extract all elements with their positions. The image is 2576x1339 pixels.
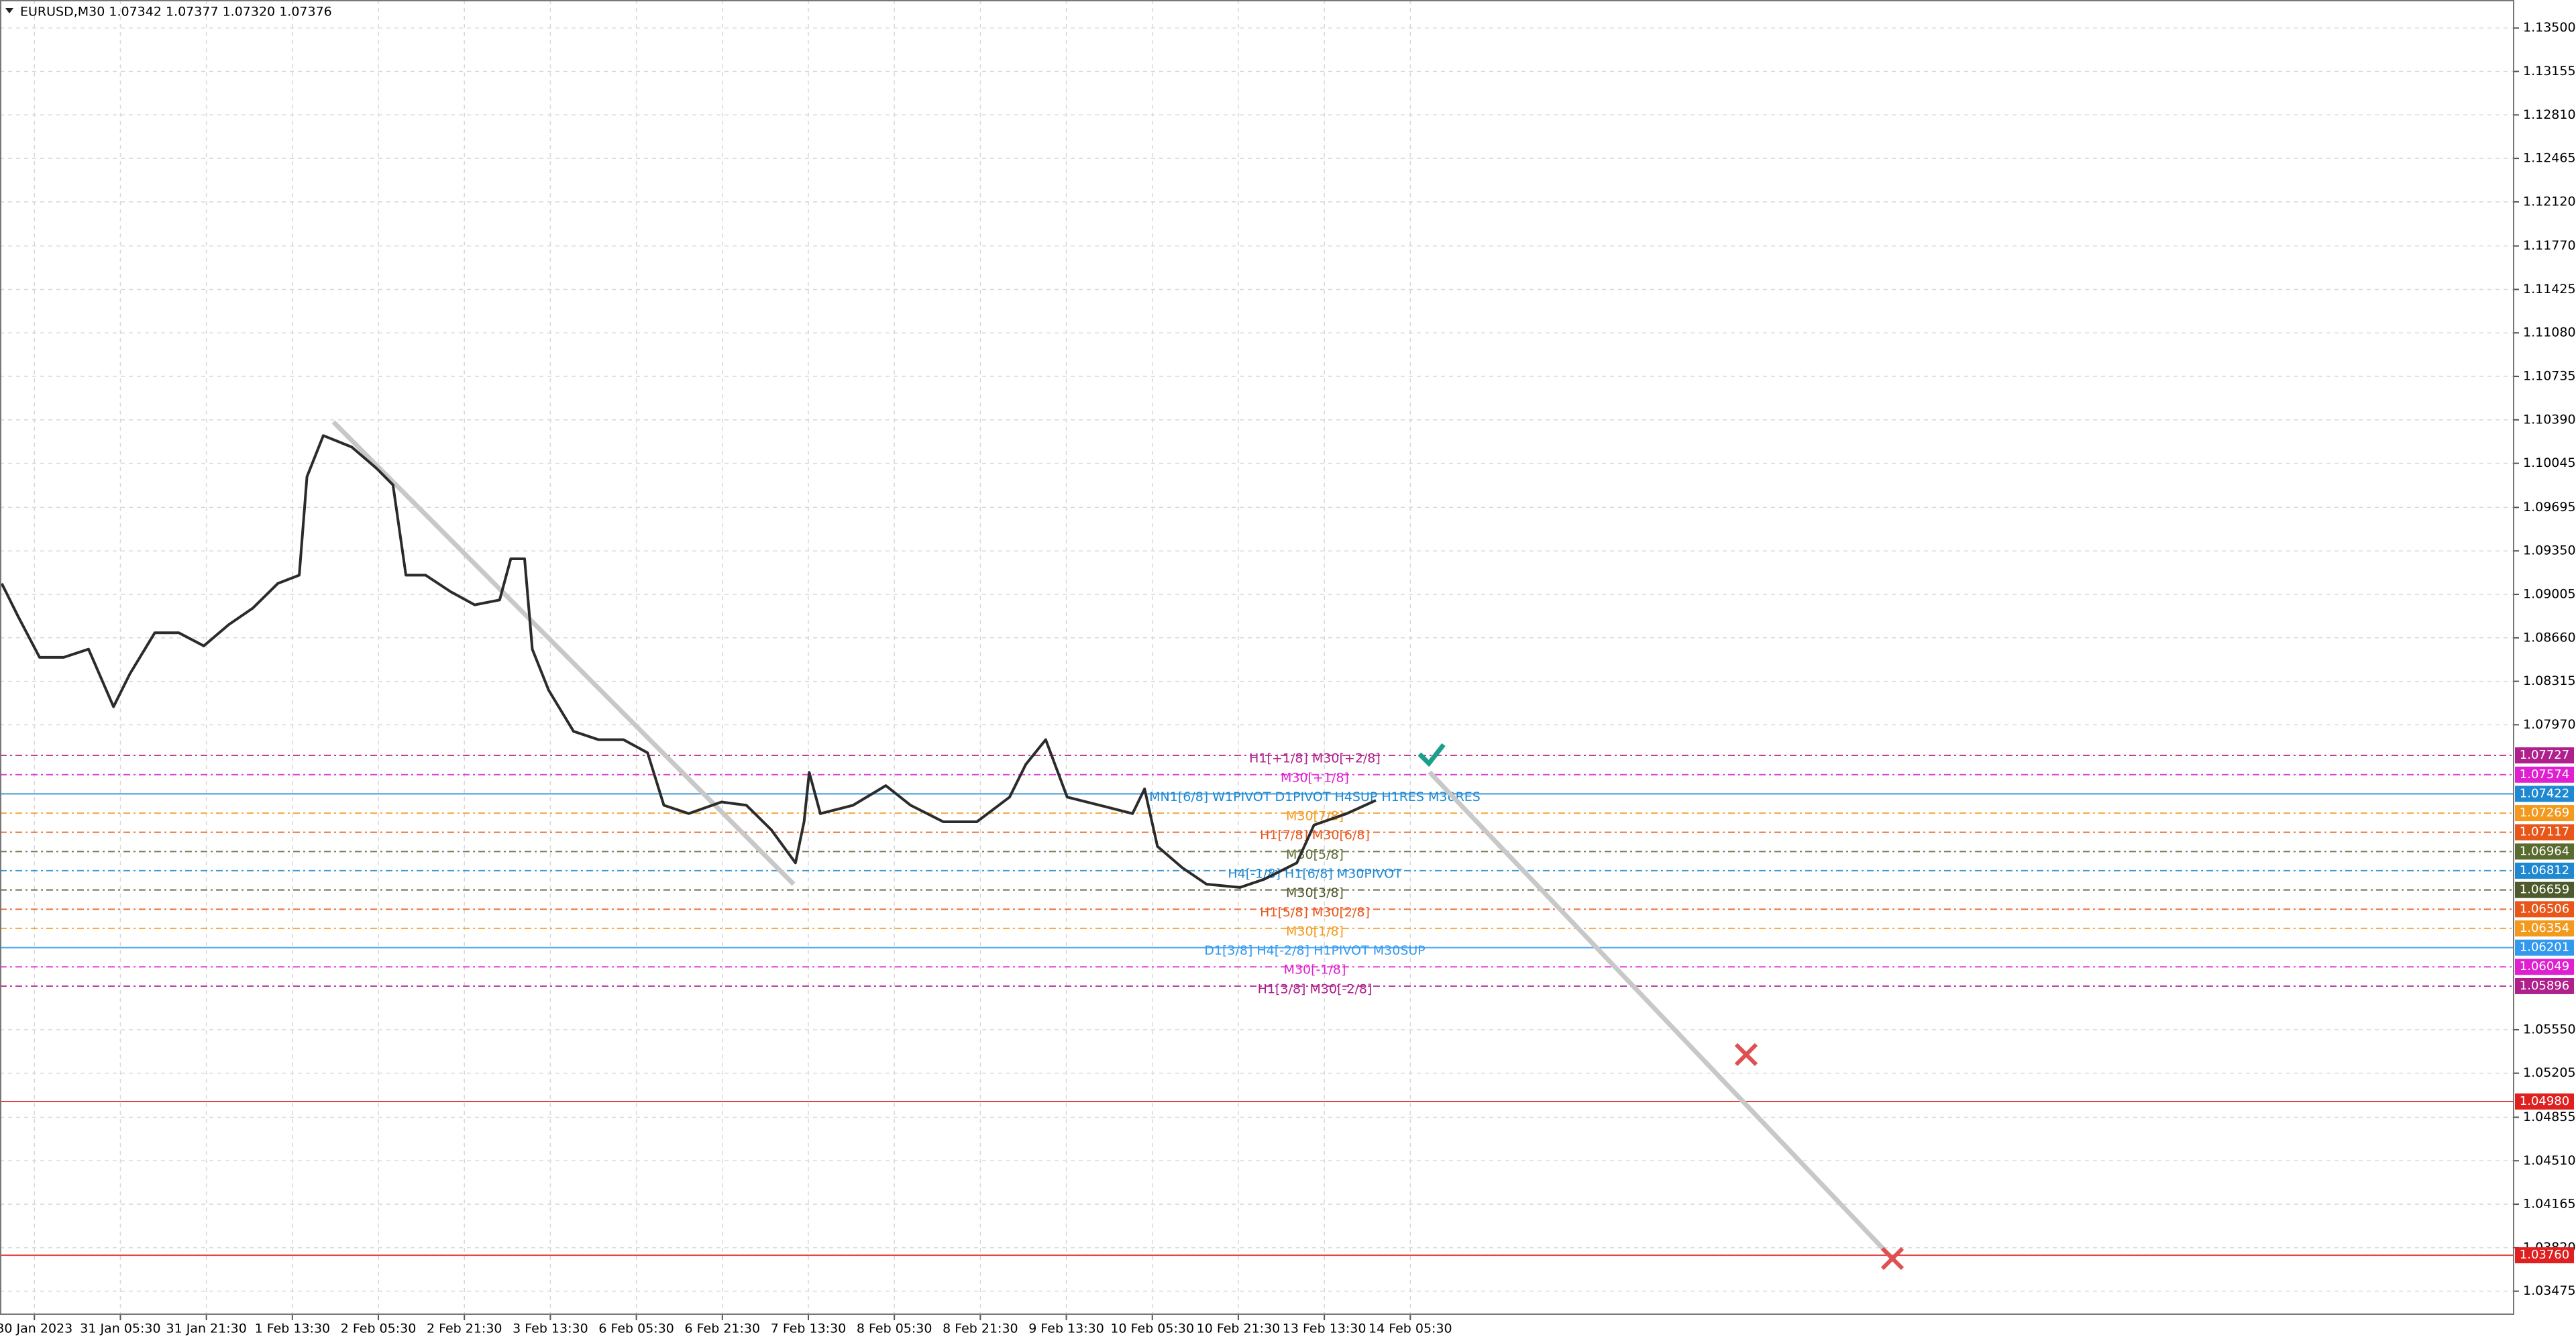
- chart-title: EURUSD,M30 1.07342 1.07377 1.07320 1.073…: [20, 5, 332, 19]
- price-tag: [2515, 824, 2574, 841]
- price-tag-label: 1.05896: [2520, 979, 2569, 993]
- price-tag: [2515, 805, 2574, 822]
- y-tick-label: 1.04165: [2523, 1197, 2576, 1212]
- y-tick-label: 1.09695: [2523, 500, 2576, 515]
- y-tick-label: 1.04855: [2523, 1110, 2576, 1124]
- x-tick-label: 3 Feb 13:30: [513, 1322, 588, 1336]
- price-tag: [2515, 747, 2574, 764]
- price-tag-label: 1.07574: [2520, 767, 2569, 782]
- y-tick-label: 1.10390: [2523, 412, 2576, 427]
- x-tick-label: 31 Jan 05:30: [80, 1322, 160, 1336]
- plot: [0, 434, 1377, 889]
- y-tick-label: 1.12465: [2523, 151, 2576, 166]
- x-tick-label: 1 Feb 13:30: [255, 1322, 331, 1336]
- price-tag: [2515, 939, 2574, 956]
- y-tick-label: 1.12120: [2523, 194, 2576, 209]
- x-tick-label: 2 Feb 21:30: [427, 1322, 502, 1336]
- y-tick-label: 1.13155: [2523, 64, 2576, 78]
- y-tick-label: 1.12810: [2523, 107, 2576, 122]
- x-tick-label: 9 Feb 13:30: [1028, 1322, 1104, 1336]
- y-tick-label: 1.05205: [2523, 1065, 2576, 1080]
- target-mark: [1734, 1042, 1758, 1067]
- x-tick-label: 6 Feb 05:30: [598, 1322, 674, 1336]
- price-tag-label: 1.06659: [2520, 883, 2569, 897]
- y-tick-label: 1.04510: [2523, 1153, 2576, 1168]
- levels: H1[+1/8] M30[+2/8] M30[+1/8] MN1[6/8] W1PI…: [0, 751, 2514, 1256]
- x-tick-label: 8 Feb 05:30: [857, 1322, 932, 1336]
- price-tag-label: 1.07727: [2520, 748, 2569, 762]
- x-tick-label: 6 Feb 21:30: [685, 1322, 761, 1336]
- x-tick-label: 8 Feb 21:30: [943, 1322, 1018, 1336]
- price-tag: [2515, 786, 2574, 802]
- price-tag: [2515, 766, 2574, 783]
- x-tick-label: 14 Feb 05:30: [1368, 1322, 1452, 1336]
- y-tick-label: 1.10045: [2523, 456, 2576, 470]
- price-tag: [2515, 1247, 2574, 1264]
- level-label: H4[-1/8] H1[6/8] M30PIVOT: [1228, 866, 1402, 881]
- level-label: MN1[6/8] W1PIVOT D1PIVOT H4SUP H1RES M30…: [1149, 790, 1481, 804]
- x-tick-label: 10 Feb 05:30: [1110, 1322, 1194, 1336]
- price-tag: [2515, 901, 2574, 918]
- level-label: H1[7/8] M30[6/8]: [1260, 828, 1370, 843]
- y-tick-label: 1.07970: [2523, 717, 2576, 732]
- x-tick-label: 31 Jan 21:30: [166, 1322, 247, 1336]
- price-tag: [2515, 920, 2574, 936]
- axis: 1.13500 1.13155 1.12810 1.12465 1.12120 1.117…: [0, 20, 2576, 1336]
- target-mark: [1880, 1246, 1904, 1271]
- price-tag-label: 1.07269: [2520, 806, 2569, 820]
- level-label: M30[1/8]: [1286, 924, 1344, 939]
- level-label: H1[3/8] M30[-2/8]: [1258, 981, 1373, 996]
- menu-arrow: [5, 8, 13, 13]
- y-tick-label: 1.11080: [2523, 325, 2576, 340]
- y-tick-label: 1.09350: [2523, 543, 2576, 558]
- price-line: [0, 434, 1377, 889]
- price-tag: [2515, 843, 2574, 860]
- price-tag-label: 1.06354: [2520, 921, 2569, 935]
- level-label: M30[+1/8]: [1281, 770, 1349, 785]
- price-tag: [2515, 959, 2574, 975]
- level-label: H1[+1/8] M30[+2/8]: [1249, 751, 1381, 766]
- y-tick-label: 1.03475: [2523, 1283, 2576, 1298]
- plot-border: [0, 0, 2514, 1315]
- price-tag: [2515, 1093, 2574, 1110]
- y-tick-label: 1.08315: [2523, 674, 2576, 688]
- x-tick-label: 7 Feb 13:30: [771, 1322, 847, 1336]
- y-tick-label: 1.05550: [2523, 1022, 2576, 1036]
- y-tick-label: 1.09005: [2523, 586, 2576, 601]
- trend-line: [331, 420, 796, 886]
- y-tick-label: 1.13500: [2523, 20, 2576, 35]
- price-tag-label: 1.06049: [2520, 959, 2569, 973]
- level-label: D1[3/8] H4[-2/8] H1PIVOT M30SUP: [1204, 943, 1426, 958]
- price-tag-label: 1.06201: [2520, 941, 2569, 955]
- y-tick-label: 1.08660: [2523, 630, 2576, 645]
- price-tag-label: 1.04980: [2520, 1094, 2569, 1108]
- price-tag-label: 1.07117: [2520, 825, 2569, 839]
- price-tag: [2515, 862, 2574, 879]
- y-tick-label: 1.11770: [2523, 238, 2576, 253]
- level-label: M30[5/8]: [1286, 847, 1344, 862]
- y-tick-label: 1.10735: [2523, 369, 2576, 384]
- check-mark: [1417, 743, 1446, 767]
- projection-line: [1428, 770, 1894, 1261]
- x-tick-label: 30 Jan 2023: [0, 1322, 72, 1336]
- price-tag-label: 1.03760: [2520, 1248, 2569, 1262]
- x-tick-label: 2 Feb 05:30: [341, 1322, 417, 1336]
- x-tick-label: 10 Feb 21:30: [1197, 1322, 1281, 1336]
- level-label: M30[3/8]: [1286, 886, 1344, 900]
- price-tag-label: 1.07422: [2520, 786, 2569, 800]
- level-label: M30[-1/8]: [1284, 963, 1346, 977]
- price-tag: [2515, 881, 2574, 898]
- price-tag: [2515, 977, 2574, 994]
- level-label: M30[7/8]: [1286, 809, 1344, 824]
- y-tick-label: 1.11425: [2523, 282, 2576, 297]
- price-tag-label: 1.06964: [2520, 844, 2569, 858]
- price-tag-label: 1.06506: [2520, 902, 2569, 916]
- x-tick-label: 13 Feb 13:30: [1283, 1322, 1366, 1336]
- price-tag-label: 1.06812: [2520, 863, 2569, 877]
- level-label: H1[5/8] M30[2/8]: [1260, 905, 1370, 920]
